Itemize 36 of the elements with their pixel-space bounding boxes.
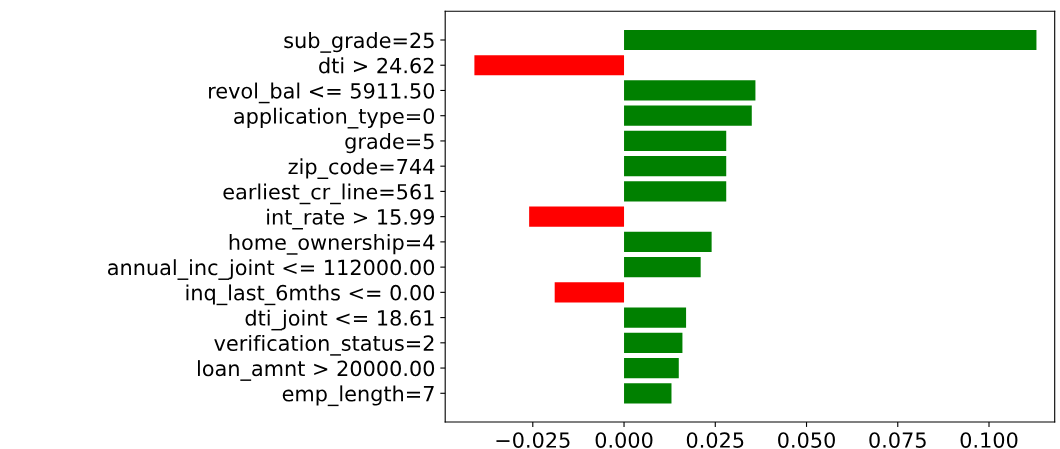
bar [624,80,756,101]
bar [554,282,625,303]
y-tick-label: dti > 24.62 [319,57,434,74]
bar [624,307,687,328]
bar [624,130,727,152]
y-tick-label: sub_grade=25 [284,32,434,53]
bar [624,29,1037,51]
y-tick-label: loan_amnt > 20000.00 [197,360,435,381]
y-tick-label: verification_status=2 [214,334,434,356]
y-tick-label: earliest_cr_line=561 [223,183,434,205]
x-tick-label: 0.000 [595,432,653,448]
x-tick-label: 0.075 [869,432,926,448]
y-tick-label: int_rate > 15.99 [267,208,435,230]
y-tick-label: home_ownership=4 [229,233,435,255]
bar [624,383,672,404]
x-tick-label: −0.025 [496,432,570,448]
y-tick-label: inq_last_6mths <= 0.00 [186,284,435,306]
y-tick-label: zip_code=744 [288,158,435,179]
y-tick-label: dti_joint <= 18.61 [245,309,434,331]
y-tick-label: annual_inc_joint <= 112000.00 [108,259,435,280]
bar [529,206,625,227]
x-tick-label: 0.050 [778,432,835,448]
bar [624,357,679,379]
y-tick-label: emp_length=7 [282,385,434,407]
bar [624,231,712,252]
y-tick-label: application_type=0 [234,107,435,129]
bar [624,181,727,202]
x-tick-label: 0.100 [960,432,1018,448]
x-tick-label: 0.025 [686,432,744,448]
bar [624,332,683,353]
bar [624,105,752,126]
bar [474,55,625,76]
bar [624,257,701,278]
bar [624,156,727,177]
y-tick-label: grade=5 [345,133,434,154]
y-tick-label: revol_bal <= 5911.50 [209,82,435,104]
